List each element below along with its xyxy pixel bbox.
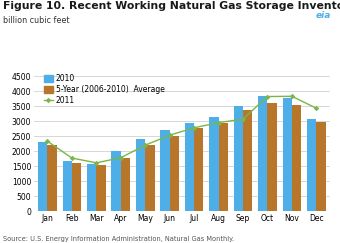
Bar (268, 104, 277, 211)
Legend: 2010, 5-Year (2006-2010)  Average, 2011: 2010, 5-Year (2006-2010) Average, 2011 (44, 74, 165, 105)
Bar (96, 165, 106, 211)
Bar (38, 142, 48, 211)
Bar (219, 123, 228, 211)
Bar (243, 110, 252, 211)
Bar (160, 130, 170, 211)
Text: billion cubic feet: billion cubic feet (3, 16, 70, 25)
Bar (48, 146, 57, 211)
Bar (185, 123, 194, 211)
Bar (283, 98, 292, 211)
Bar (194, 128, 203, 211)
Bar (112, 150, 121, 211)
Bar (121, 158, 130, 211)
Bar (170, 136, 179, 211)
Bar (292, 105, 301, 211)
Bar (209, 117, 219, 211)
Bar (307, 119, 316, 211)
Bar (316, 122, 326, 211)
Text: Figure 10. Recent Working Natural Gas Storage Inventories: Figure 10. Recent Working Natural Gas St… (3, 1, 340, 11)
Bar (136, 139, 145, 211)
Bar (258, 96, 268, 211)
Bar (63, 161, 72, 211)
Bar (72, 163, 81, 211)
Bar (87, 164, 96, 211)
Text: eia: eia (316, 11, 331, 20)
Bar (145, 145, 154, 211)
Text: Source: U.S. Energy Information Administration, Natural Gas Monthly.: Source: U.S. Energy Information Administ… (3, 236, 235, 242)
Bar (234, 106, 243, 211)
